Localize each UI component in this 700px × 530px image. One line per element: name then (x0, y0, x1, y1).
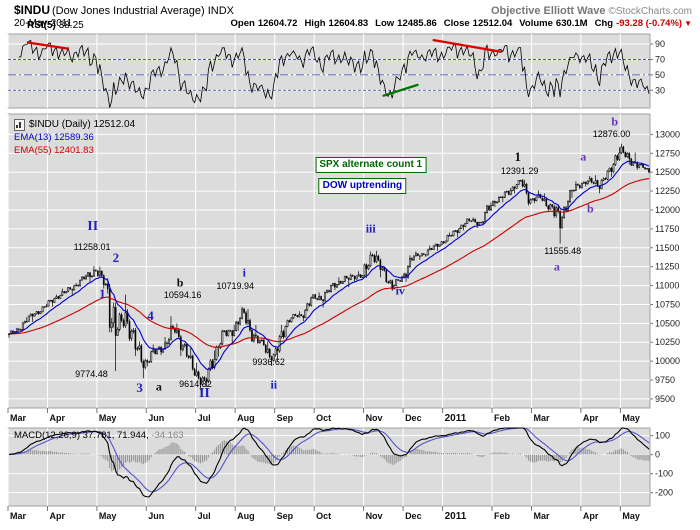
price-axis-tick-label: 9500 (655, 394, 675, 404)
price-axis-tick-label: 13000 (655, 129, 680, 139)
price-axis-tick-label: 9750 (655, 375, 675, 385)
symbol-description: (Dow Jones Industrial Average) INDX (52, 5, 235, 17)
macd-legend-values: MACD(12,26,9) 37.781, 71.944, (14, 430, 149, 441)
month-label: Nov (366, 413, 383, 423)
quote-open: Open 12604.72 (230, 18, 298, 29)
month-label: Oct (316, 413, 331, 423)
macd-series (8, 427, 650, 498)
watermark-label: Objective Elliott Wave (490, 5, 606, 17)
stockcharts-copyright-link[interactable]: ©StockCharts.com (608, 6, 692, 17)
chart-date: 20-May-2011 (14, 18, 73, 29)
price-panel-legend: $INDU (Daily) 12512.04 EMA(13) 12589.36 … (14, 118, 135, 157)
month-label: Apr (583, 413, 599, 423)
ema13-legend: EMA(13) 12589.36 (14, 132, 94, 143)
month-label: Mar (10, 413, 27, 423)
price-axis-tick-label: 12500 (655, 167, 680, 177)
x-axis-months-bottom: Mar Apr May Jun Jul Aug Sep Oct Nov Dec 2011 Feb Mar… (7, 506, 640, 522)
price-axis-tick-label: 11500 (655, 243, 679, 253)
price-axis-tick-label: 10250 (655, 337, 680, 347)
quote-strip: Open 12604.72 High 12604.83 Low 12485.86 Close… (224, 18, 692, 29)
macd-axis-tick-label: 100 (655, 431, 670, 441)
price-axis-tick-label: 12250 (655, 186, 680, 196)
symbol: $INDU (14, 3, 51, 17)
month-label: May (99, 413, 117, 423)
month-label: Mar (533, 511, 550, 521)
quote-chg: Chg -93.28 (-0.74%) (594, 18, 683, 29)
rsi-axis: 90 70 50 30 (650, 39, 665, 95)
header-quote-row: 20-May-2011 Open 12604.72 High 12604.83 Low 1… (0, 17, 700, 29)
rsi-legend: RSI(5) 38.25 (27, 20, 84, 31)
quote-high: High 12604.83 (304, 18, 369, 29)
month-label: Nov (366, 511, 383, 521)
month-label: Apr (50, 511, 66, 521)
macd-axis-tick-label: 0 (655, 450, 660, 460)
candlesticks (8, 143, 650, 391)
ema-overlays (8, 160, 650, 370)
month-label: Aug (237, 413, 255, 423)
month-label: Jul (198, 511, 211, 521)
month-label: Sep (277, 511, 294, 521)
macd-axis: 100 0 -100 -200 (650, 431, 673, 498)
rsi-trendlines (26, 39, 503, 97)
rsi-legend-name: RSI(5) (27, 20, 56, 31)
month-label: May (622, 511, 640, 521)
macd-axis-tick-label: -100 (655, 469, 673, 479)
month-label: May (99, 511, 117, 521)
rsi-legend-value: 38.25 (58, 20, 84, 31)
rsi-series (18, 39, 650, 108)
price-axis-tick-label: 12000 (655, 205, 680, 215)
price-axis-tick-label: 10500 (655, 318, 680, 328)
month-label: Apr (583, 511, 599, 521)
price-axis-tick-label: 11250 (655, 262, 679, 272)
month-label: Jun (148, 511, 164, 521)
rsi-axis-tick-label: 30 (655, 85, 665, 95)
chart-header: $INDU (Dow Jones Industrial Average) IND… (0, 0, 700, 29)
price-axis-tick-label: 11000 (655, 281, 679, 291)
price-axis-tick-label: 11750 (655, 224, 679, 234)
price-axis: 9500 9750 10000 10250 10500 10750 11000 11250 11… (650, 129, 680, 404)
month-label: Mar (10, 511, 27, 521)
month-label: Dec (405, 413, 422, 423)
month-label: Feb (494, 413, 511, 423)
quote-close: Close 12512.04 (443, 18, 513, 29)
rsi-axis-tick-label: 90 (655, 39, 665, 49)
macd-axis-tick-label: -200 (655, 488, 673, 498)
month-label: Mar (533, 413, 550, 423)
month-label: 2011 (445, 511, 467, 522)
month-label: Aug (237, 511, 255, 521)
rsi-axis-tick-label: 70 (655, 54, 665, 64)
quote-low: Low 12485.86 (375, 18, 437, 29)
rsi-axis-tick-label: 50 (655, 70, 665, 80)
macd-legend: MACD(12,26,9) 37.781, 71.944, -34.163 (14, 430, 184, 441)
change-down-arrow: ▼ (684, 19, 692, 28)
main-legend-symbol: $INDU (Daily) 12512.04 (29, 119, 136, 130)
header-title-row: $INDU (Dow Jones Industrial Average) IND… (0, 0, 700, 17)
macd-histogram-value: -34.163 (151, 430, 184, 441)
price-axis-tick-label: 12750 (655, 148, 680, 158)
month-label: May (622, 413, 640, 423)
x-axis-months: Mar Apr May Jun Jul Aug Sep Oct Nov Dec 2011 Feb Mar… (7, 408, 640, 424)
month-label: Dec (405, 511, 422, 521)
month-label: Sep (277, 413, 294, 423)
month-label: Oct (316, 511, 331, 521)
price-axis-tick-label: 10750 (655, 299, 680, 309)
chartbook-icon[interactable] (14, 118, 25, 131)
ema55-legend: EMA(55) 12401.83 (14, 145, 94, 156)
month-label: Jun (148, 413, 164, 423)
month-label: 2011 (445, 413, 467, 424)
month-label: Apr (50, 413, 66, 423)
month-label: Feb (494, 511, 511, 521)
main-legend-symbol-line: $INDU (Daily) 12512.04 (14, 118, 135, 131)
month-label: Jul (198, 413, 211, 423)
quote-volume: Volume 630.1M (519, 18, 588, 29)
price-axis-tick-label: 10000 (655, 356, 680, 366)
